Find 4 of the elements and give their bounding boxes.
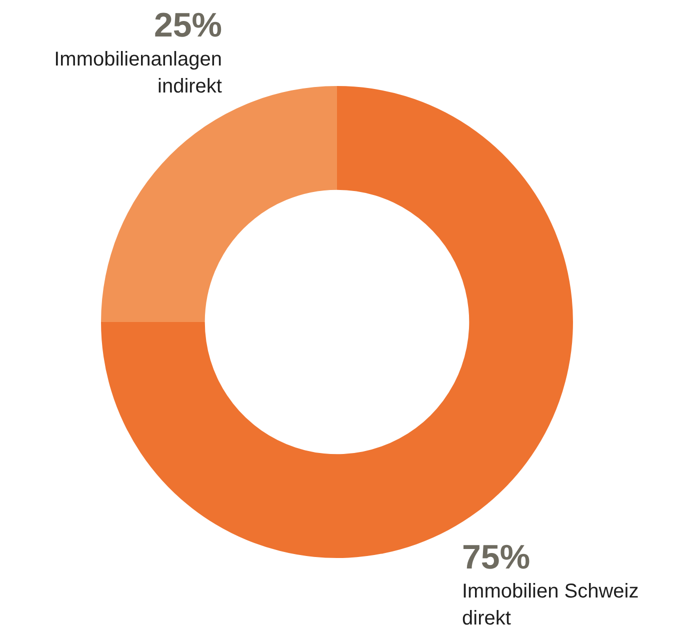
- data-label: 25%: [154, 6, 222, 44]
- slice-label: Immobilien Schweiz direkt: [462, 580, 639, 630]
- slice-label: Immobilienanlagen indirekt: [54, 48, 222, 98]
- data-label: 75%: [462, 538, 530, 576]
